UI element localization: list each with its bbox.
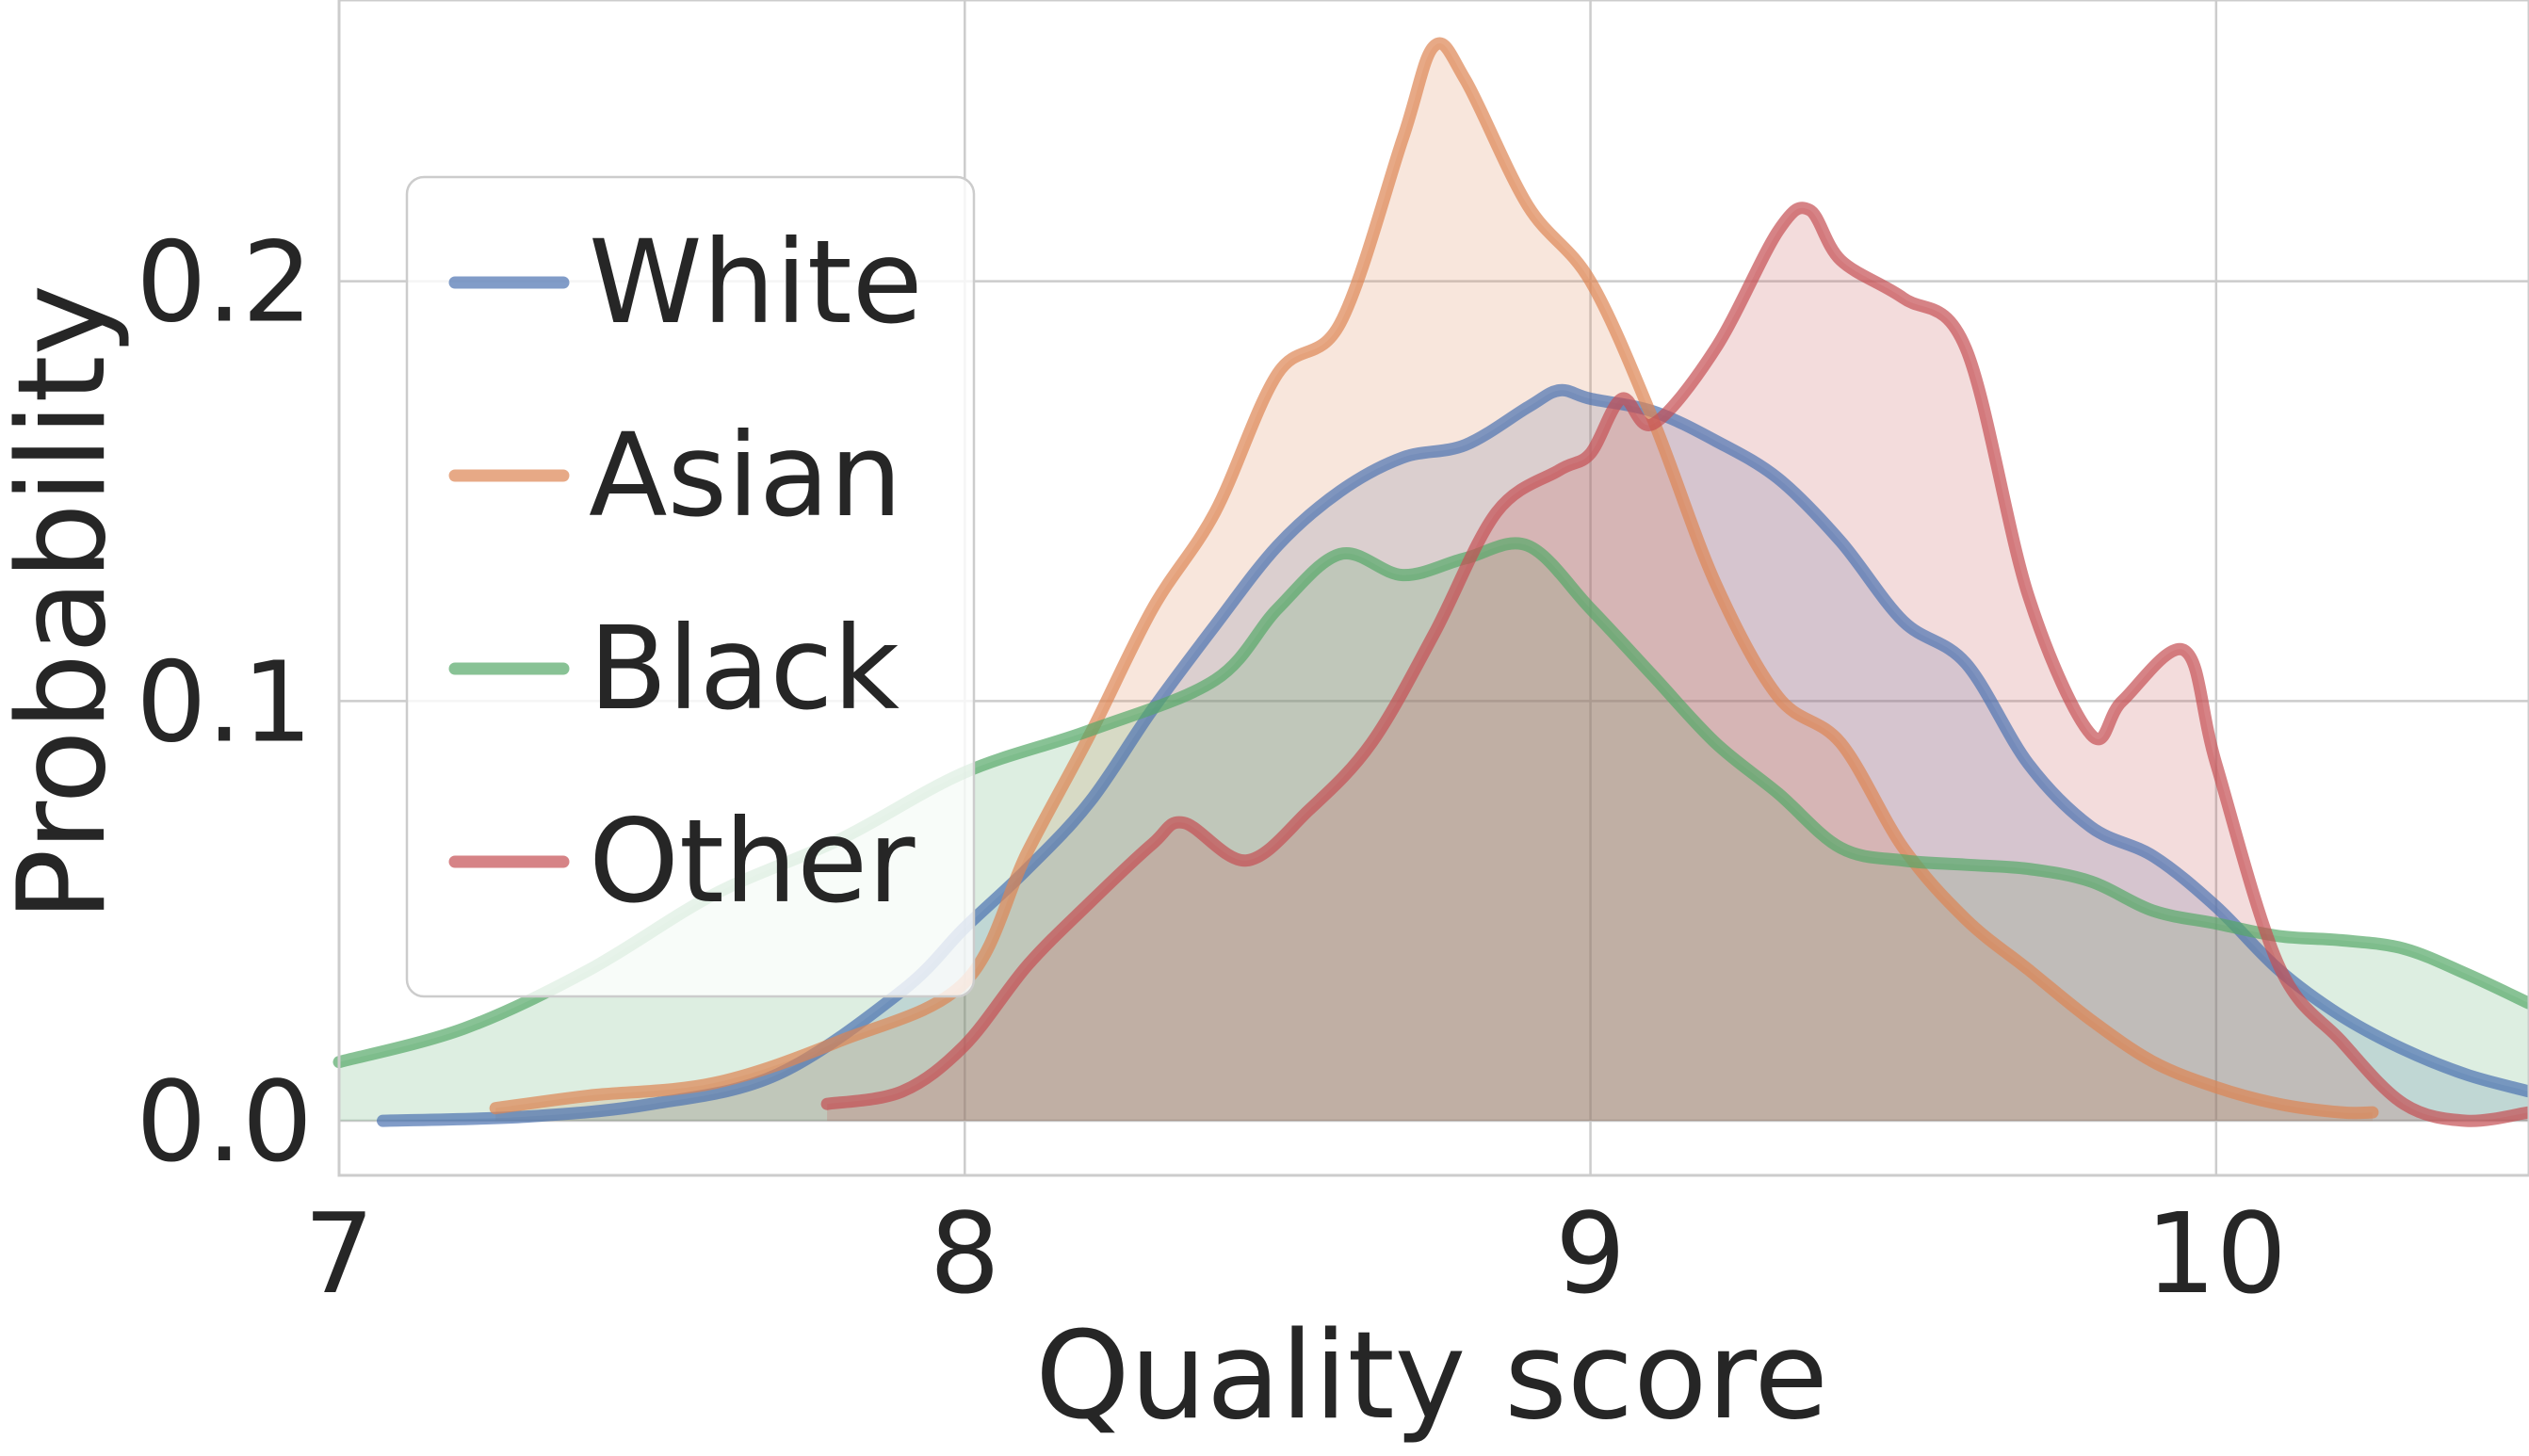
legend-label-other: Other — [589, 795, 916, 929]
x-tick-label: 9 — [1555, 1189, 1626, 1318]
density-fill-other — [827, 207, 2529, 1122]
x-axis-label: Quality score — [1035, 1306, 1828, 1447]
x-tick-label: 10 — [2146, 1189, 2287, 1318]
x-tick-label: 8 — [930, 1189, 1000, 1318]
legend-label-black: Black — [589, 602, 900, 736]
density-line-other — [820, 202, 2529, 1127]
legend: White Asian Black Other — [405, 175, 976, 998]
y-tick-label: 0.2 — [136, 218, 313, 348]
legend-label-asian: Asian — [589, 409, 902, 542]
y-tick-label: 0.0 — [136, 1057, 313, 1187]
density-line-asian — [489, 37, 2379, 1120]
y-axis-label: Probability — [0, 284, 133, 922]
plot-frame — [337, 0, 2529, 1177]
legend-label-white: White — [589, 216, 923, 349]
x-tick-label: 7 — [303, 1189, 374, 1318]
tick-labels: 7 8 9 10 0.0 0.1 0.2 — [136, 218, 2287, 1318]
y-tick-label: 0.1 — [136, 637, 313, 767]
legend-box — [405, 175, 976, 998]
